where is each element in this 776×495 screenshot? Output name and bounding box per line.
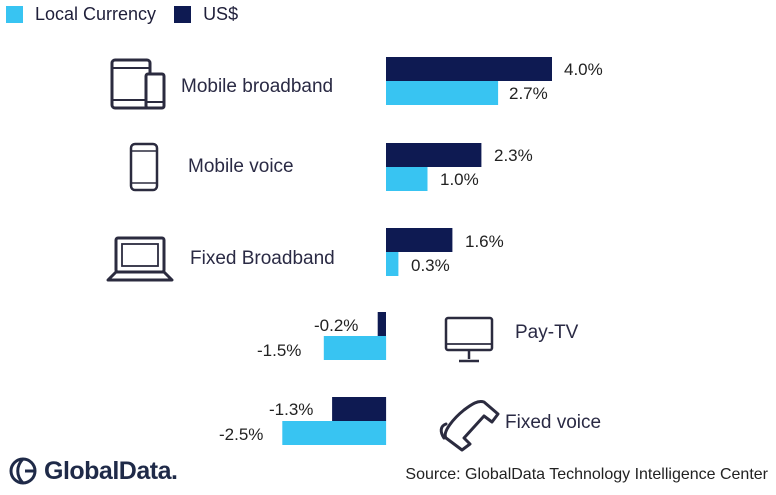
bar-local-pay-tv — [323, 336, 387, 360]
bar-local-fixed-broadband — [386, 252, 399, 276]
bar-usd-pay-tv — [377, 312, 386, 336]
bar-local-mobile-voice — [386, 167, 428, 191]
source-note: Source: GlobalData Technology Intelligen… — [405, 466, 768, 483]
globaldata-logo-icon — [9, 457, 37, 485]
telephone-handset-icon — [439, 400, 500, 452]
category-label-pay-tv: Pay-TV — [515, 322, 579, 343]
category-label-mobile-voice: Mobile voice — [188, 156, 294, 177]
value-label-usd-fixed-broadband: 1.6% — [465, 232, 504, 251]
value-label-local-mobile-voice: 1.0% — [440, 170, 479, 189]
value-label-usd-mobile-broadband: 4.0% — [564, 60, 603, 79]
value-label-local-fixed-voice: -2.5% — [219, 425, 264, 444]
bar-usd-fixed-broadband — [386, 228, 453, 252]
brand-logo: GlobalData. — [8, 456, 178, 486]
laptop-icon — [106, 236, 174, 282]
bar-local-fixed-voice — [282, 421, 387, 445]
value-label-local-mobile-broadband: 2.7% — [509, 84, 548, 103]
bar-usd-fixed-voice — [332, 397, 387, 421]
legend-label-local: Local Currency — [35, 4, 157, 24]
value-label-local-pay-tv: -1.5% — [257, 341, 302, 360]
legend-swatch-local — [6, 6, 23, 23]
legend: Local Currency US$ — [6, 4, 256, 25]
bar-local-mobile-broadband — [386, 81, 499, 105]
mobile-phone-icon — [129, 142, 159, 192]
legend-swatch-usd — [174, 6, 192, 23]
brand-name: GlobalData. — [44, 456, 178, 485]
value-label-local-fixed-broadband: 0.3% — [411, 256, 450, 275]
category-label-mobile-broadband: Mobile broadband — [181, 76, 334, 97]
value-label-usd-mobile-voice: 2.3% — [494, 146, 533, 165]
tablet-phone-icon — [110, 58, 166, 110]
bar-usd-mobile-broadband — [386, 57, 552, 81]
category-label-fixed-broadband: Fixed Broadband — [190, 248, 335, 269]
legend-label-usd: US$ — [203, 4, 239, 24]
category-label-fixed-voice: Fixed voice — [505, 412, 602, 433]
tv-monitor-icon — [444, 316, 494, 363]
value-label-usd-fixed-voice: -1.3% — [269, 400, 314, 419]
bar-usd-mobile-voice — [386, 143, 482, 167]
value-label-usd-pay-tv: -0.2% — [314, 316, 359, 335]
